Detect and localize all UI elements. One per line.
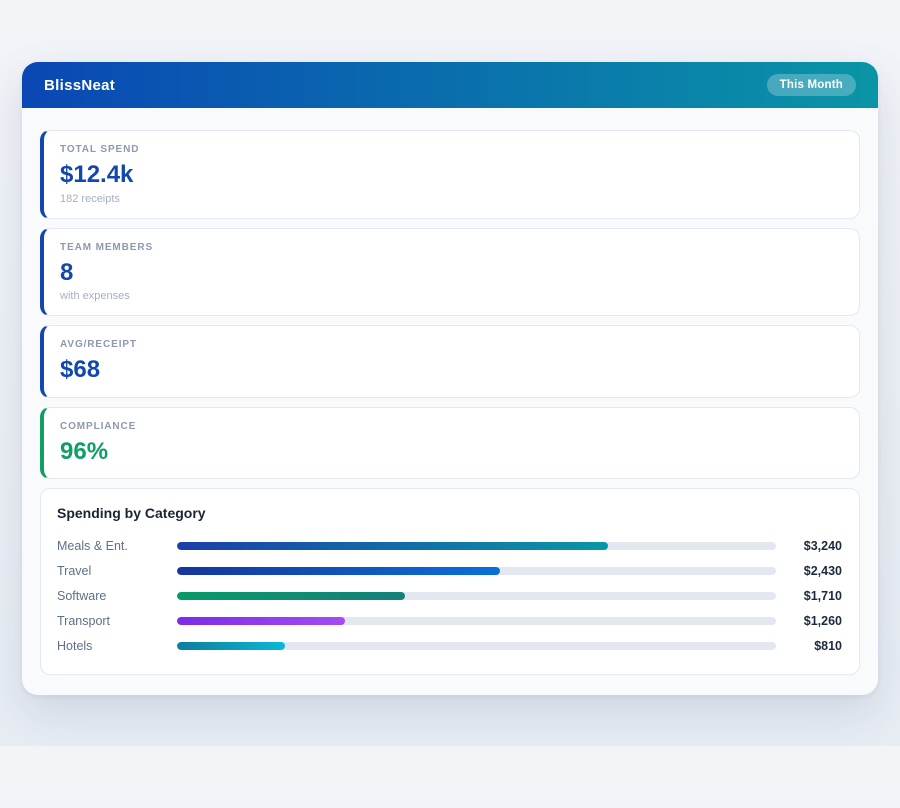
chart-row-travel: Travel $2,430 <box>57 558 842 583</box>
stat-label: TEAM MEMBERS <box>60 242 843 253</box>
category-label: Travel <box>57 564 177 578</box>
stat-card-total-spend: TOTAL SPEND $12.4k 182 receipts <box>40 130 860 219</box>
stat-value: 8 <box>60 259 843 287</box>
category-value: $3,240 <box>776 539 842 553</box>
bar-track <box>177 642 776 650</box>
bar-fill-hotels <box>177 642 285 650</box>
bar-track <box>177 542 776 550</box>
dashboard-panel: BlissNeat This Month TOTAL SPEND $12.4k … <box>22 62 878 695</box>
panel-body: TOTAL SPEND $12.4k 182 receipts TEAM MEM… <box>22 108 878 695</box>
category-value: $1,260 <box>776 614 842 628</box>
bar-fill-meals <box>177 542 608 550</box>
app-title: BlissNeat <box>44 77 115 94</box>
chart-title: Spending by Category <box>57 505 842 521</box>
chart-row-hotels: Hotels $810 <box>57 633 842 658</box>
chart-row-transport: Transport $1,260 <box>57 608 842 633</box>
chart-row-meals: Meals & Ent. $3,240 <box>57 533 842 558</box>
category-label: Transport <box>57 614 177 628</box>
bar-track <box>177 567 776 575</box>
stat-value: 96% <box>60 438 843 466</box>
category-label: Hotels <box>57 639 177 653</box>
stat-value: $68 <box>60 356 843 384</box>
stat-label: COMPLIANCE <box>60 421 843 432</box>
stat-card-compliance: COMPLIANCE 96% <box>40 407 860 480</box>
bar-fill-transport <box>177 617 345 625</box>
bar-track <box>177 592 776 600</box>
stat-label: AVG/RECEIPT <box>60 339 843 350</box>
category-value: $810 <box>776 639 842 653</box>
spending-by-category-card: Spending by Category Meals & Ent. $3,240… <box>40 488 860 675</box>
bar-fill-travel <box>177 567 500 575</box>
category-value: $1,710 <box>776 589 842 603</box>
stat-sub: 182 receipts <box>60 193 843 205</box>
stat-sub: with expenses <box>60 290 843 302</box>
stat-label: TOTAL SPEND <box>60 144 843 155</box>
period-badge[interactable]: This Month <box>767 74 856 96</box>
chart-row-software: Software $1,710 <box>57 583 842 608</box>
bar-fill-software <box>177 592 405 600</box>
stat-card-avg-receipt: AVG/RECEIPT $68 <box>40 325 860 398</box>
bar-track <box>177 617 776 625</box>
category-label: Software <box>57 589 177 603</box>
stat-card-team-members: TEAM MEMBERS 8 with expenses <box>40 228 860 317</box>
category-label: Meals & Ent. <box>57 539 177 553</box>
category-value: $2,430 <box>776 564 842 578</box>
app-header: BlissNeat This Month <box>22 62 878 108</box>
stat-value: $12.4k <box>60 161 843 189</box>
